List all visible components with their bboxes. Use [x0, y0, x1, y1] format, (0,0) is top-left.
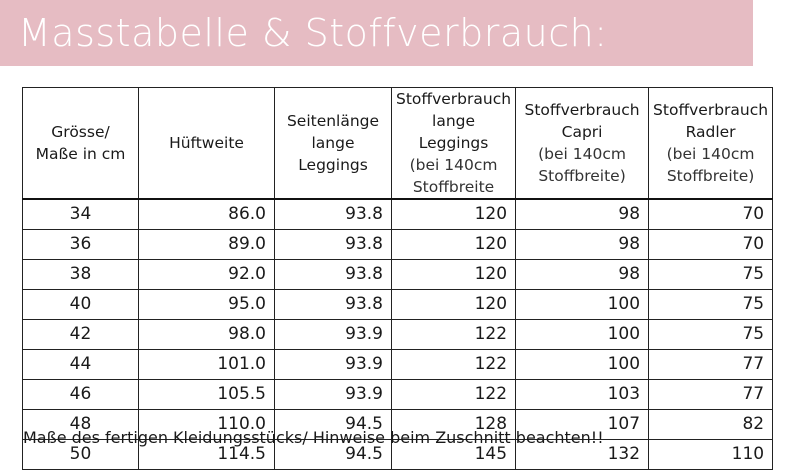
- header-line: (bei 140cm: [409, 156, 498, 174]
- table-row: 42 98.0 93.9 122 100 75: [22, 318, 774, 350]
- table-cell: 75: [648, 258, 774, 290]
- header-line: Seitenlänge: [286, 112, 380, 130]
- header-line: (bei 140cm: [666, 145, 755, 163]
- table-cell: 93.8: [274, 228, 392, 260]
- table-cell: 120: [390, 258, 517, 290]
- table-cell: 122: [390, 378, 517, 410]
- table-cell: 100: [515, 348, 650, 380]
- table-cell: 93.8: [274, 258, 392, 290]
- table-cell: 48: [22, 408, 139, 440]
- header-line: Hüftweite: [169, 134, 244, 152]
- table-cell: 120: [390, 288, 517, 320]
- header-line: Grösse/: [51, 123, 110, 141]
- table-body: 34 86.0 93.8 120 98 70 36 89.0 93.8 120 98 70 38 92.0…: [22, 198, 774, 470]
- table-cell: 93.9: [274, 318, 392, 350]
- header-line: Stoffverbrauch: [524, 101, 640, 119]
- table-cell: 98.0: [138, 318, 275, 350]
- table-cell: 103: [515, 378, 650, 410]
- table-row: 46 105.5 93.9 122 103 77: [22, 378, 774, 410]
- table-cell: 75: [648, 318, 774, 350]
- table-cell: 77: [648, 348, 774, 380]
- size-table: Grösse/ Maße in cm Hüftweite Seitenlänge…: [22, 87, 774, 470]
- table-cell: 70: [648, 198, 774, 230]
- header-fabric-leggings: Stoffverbrauch lange Leggings (bei 140cm…: [390, 87, 517, 200]
- page-title: Masstabelle & Stoffverbrauch:: [18, 11, 608, 55]
- table-cell: 120: [390, 198, 517, 230]
- table-cell: 122: [390, 318, 517, 350]
- header-line: lange Leggings: [418, 112, 489, 152]
- header-side-length: Seitenlänge lange Leggings: [274, 87, 392, 200]
- table-cell: 89.0: [138, 228, 275, 260]
- table-cell: 110.0: [138, 408, 275, 440]
- header-line: Radler: [685, 123, 736, 141]
- table-cell: 93.9: [274, 348, 392, 380]
- table-cell: 98: [515, 228, 650, 260]
- table-cell: 34: [22, 198, 139, 230]
- table-cell: 100: [515, 288, 650, 320]
- table-cell: 93.9: [274, 378, 392, 410]
- table-cell: 75: [648, 288, 774, 320]
- table-cell: 46: [22, 378, 139, 410]
- table-cell: 110: [648, 438, 774, 470]
- header-line: Stoffverbrauch: [396, 90, 512, 108]
- header-line: Stoffverbrauch: [653, 101, 769, 119]
- table-cell: 77: [648, 378, 774, 410]
- header-line: (bei 140cm: [538, 145, 626, 163]
- header-fabric-capri: Stoffverbrauch Capri (bei 140cm Stoffbre…: [515, 87, 650, 200]
- table-cell: 92.0: [138, 258, 275, 290]
- table-cell: 95.0: [138, 288, 275, 320]
- table-cell: 86.0: [138, 198, 275, 230]
- table-cell: 101.0: [138, 348, 275, 380]
- table-cell: 70: [648, 228, 774, 260]
- header-line: Stoffbreite): [538, 167, 626, 185]
- header-line: Stoffbreite: [412, 178, 495, 196]
- table-cell: 44: [22, 348, 139, 380]
- table-cell: 98: [515, 198, 650, 230]
- header-row: Grösse/ Maße in cm Hüftweite Seitenlänge…: [22, 87, 774, 200]
- table-row: 48 110.0 94.5 128 107 82: [22, 408, 774, 440]
- table-cell: 93.8: [274, 288, 392, 320]
- table-cell: 94.5: [274, 408, 392, 440]
- table-cell: 93.8: [274, 198, 392, 230]
- footnote: Maße des fertigen Kleidungsstücks/ Hinwe…: [23, 428, 604, 447]
- table-row: 34 86.0 93.8 120 98 70: [22, 198, 774, 230]
- header-line: lange: [311, 134, 355, 152]
- header-line: Stoffbreite): [666, 167, 755, 185]
- header-hip: Hüftweite: [138, 87, 275, 200]
- header-line: Leggings: [298, 156, 368, 174]
- table-cell: 82: [648, 408, 774, 440]
- table-row: 36 89.0 93.8 120 98 70: [22, 228, 774, 260]
- table-cell: 42: [22, 318, 139, 350]
- header-size: Grösse/ Maße in cm: [22, 87, 139, 200]
- table-cell: 38: [22, 258, 139, 290]
- table-row: 44 101.0 93.9 122 100 77: [22, 348, 774, 380]
- table-cell: 100: [515, 318, 650, 350]
- table-cell: 98: [515, 258, 650, 290]
- header-fabric-radler: Stoffverbrauch Radler (bei 140cm Stoffbr…: [648, 87, 774, 200]
- table-cell: 105.5: [138, 378, 275, 410]
- table-cell: 40: [22, 288, 139, 320]
- table-cell: 120: [390, 228, 517, 260]
- title-banner: Masstabelle & Stoffverbrauch:: [0, 0, 753, 66]
- table-cell: 122: [390, 348, 517, 380]
- table-row: 38 92.0 93.8 120 98 75: [22, 258, 774, 290]
- header-line: Maße in cm: [35, 145, 126, 163]
- table-row: 40 95.0 93.8 120 100 75: [22, 288, 774, 320]
- header-line: Capri: [561, 123, 603, 141]
- table-cell: 36: [22, 228, 139, 260]
